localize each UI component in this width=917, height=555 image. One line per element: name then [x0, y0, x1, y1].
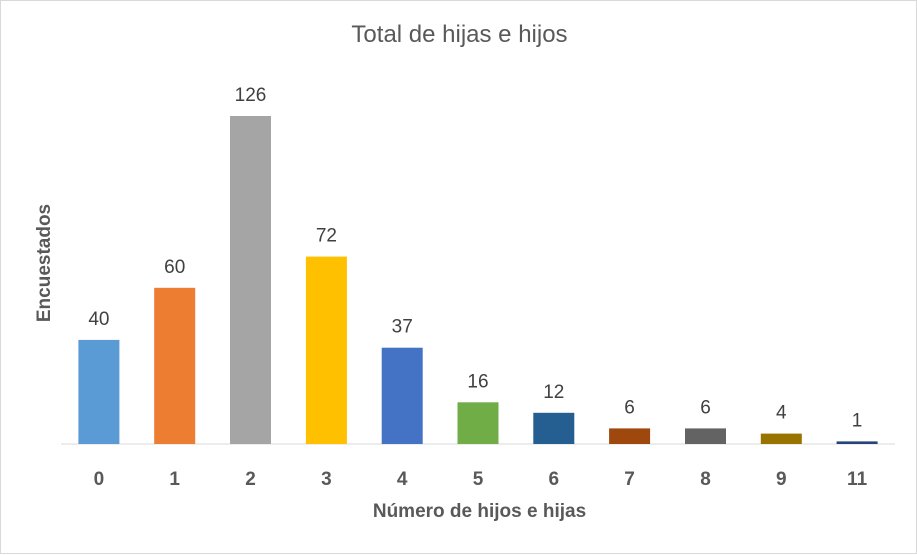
x-tick-label-1: 1	[169, 469, 180, 490]
data-label-1: 60	[164, 257, 185, 278]
bar-5	[457, 402, 499, 444]
data-label-11: 1	[852, 410, 863, 431]
data-label-4: 37	[392, 317, 413, 338]
bar-4	[381, 347, 423, 444]
bar-3	[305, 256, 347, 444]
data-label-8: 6	[700, 397, 711, 418]
x-tick-label-6: 6	[549, 469, 560, 490]
x-tick-label-9: 9	[776, 469, 787, 490]
bar-8	[685, 428, 726, 444]
x-tick-label-5: 5	[473, 469, 484, 490]
bar-2	[230, 116, 271, 444]
x-tick-label-11: 11	[847, 469, 868, 490]
data-label-3: 72	[316, 226, 337, 247]
chart-title: Total de hijas e hijos	[351, 21, 568, 48]
x-axis-title: Número de hijos e hijas	[372, 501, 587, 522]
data-label-5: 16	[467, 371, 488, 392]
data-label-9: 4	[776, 403, 787, 424]
bar-1	[154, 287, 196, 444]
bar-9	[760, 433, 802, 444]
data-label-6: 12	[543, 382, 564, 403]
x-tick-label-4: 4	[397, 469, 408, 490]
data-label-0: 40	[88, 309, 109, 330]
bar-11	[836, 441, 878, 444]
x-tick-label-0: 0	[94, 469, 105, 490]
bar-0	[78, 339, 120, 444]
x-tick-label-8: 8	[700, 469, 711, 490]
bar-7	[609, 428, 651, 444]
x-tick-label-2: 2	[245, 469, 256, 490]
data-label-2: 126	[235, 85, 267, 106]
data-label-7: 6	[624, 397, 635, 418]
x-tick-label-7: 7	[624, 469, 635, 490]
bar-6	[533, 412, 575, 444]
x-tick-label-3: 3	[321, 469, 332, 490]
